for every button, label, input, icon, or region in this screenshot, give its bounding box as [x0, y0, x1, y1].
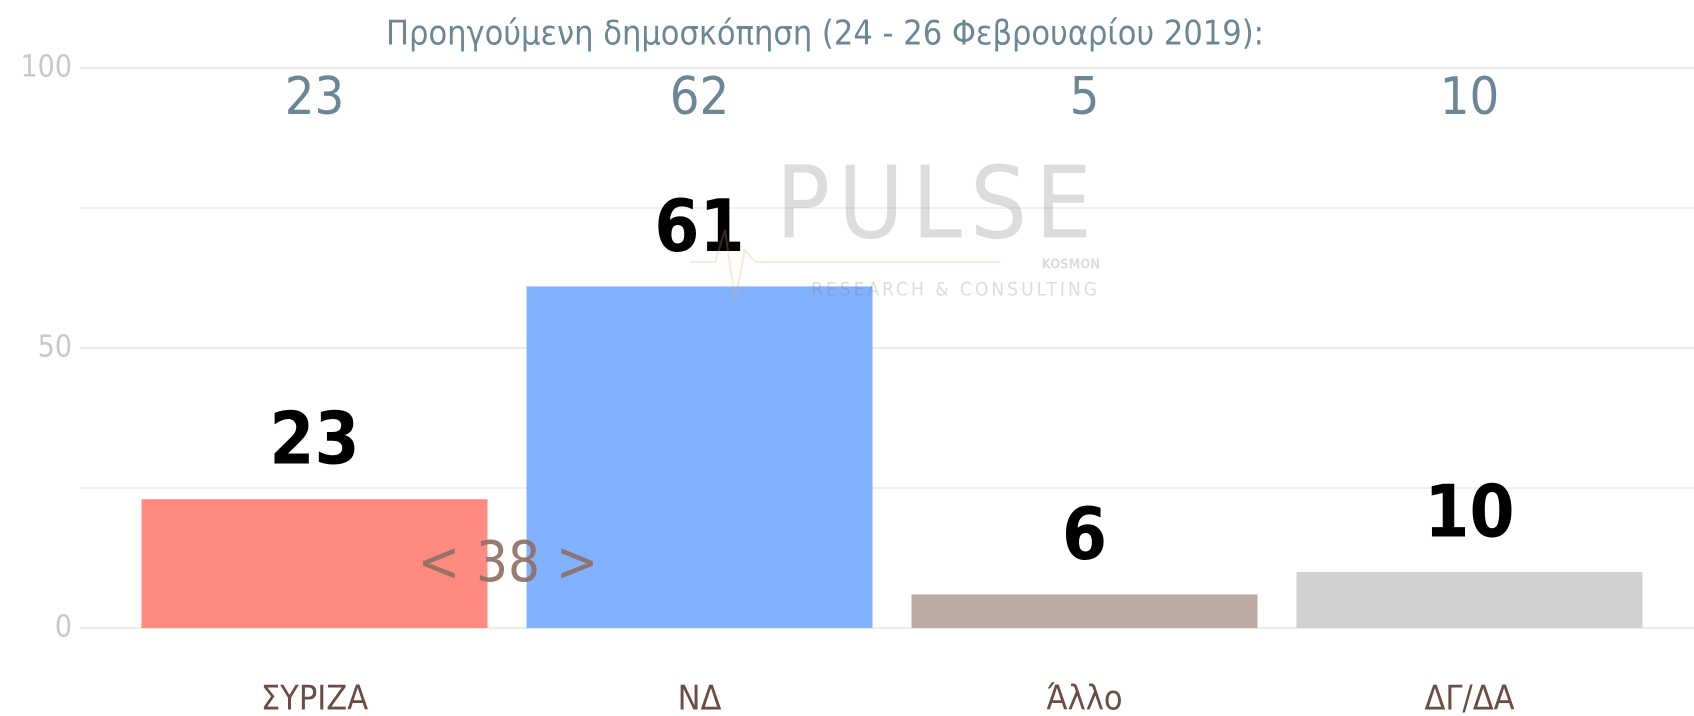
- chart-subtitle: Προηγούμενη δημοσκόπηση (24 - 26 Φεβρουα…: [386, 14, 1264, 54]
- bar: [1296, 572, 1643, 628]
- y-tick-label: 100: [20, 50, 72, 85]
- x-tick-label: ΔΓ/ΔΑ: [1424, 679, 1514, 716]
- previous-value: 23: [285, 67, 345, 127]
- y-tick-label: 0: [55, 610, 72, 645]
- previous-value: 10: [1440, 67, 1500, 127]
- value-label: 61: [654, 184, 744, 268]
- value-label: 23: [269, 397, 359, 481]
- watermark-tagline: RESEARCH & CONSULTING: [811, 279, 1100, 301]
- x-tick-label: ΣΥΡΙΖΑ: [261, 679, 368, 716]
- watermark-partner: KOSMON: [1042, 258, 1100, 273]
- value-label: 6: [1062, 492, 1107, 576]
- value-label: 10: [1424, 470, 1514, 554]
- annotation: < 38 >: [418, 530, 599, 595]
- watermark-pulse: [690, 229, 1000, 301]
- x-tick-label: ΝΔ: [678, 679, 722, 716]
- previous-value: 62: [670, 67, 730, 127]
- watermark: PULSE KOSMON RESEARCH & CONSULTING: [690, 144, 1100, 301]
- bar: [141, 499, 488, 628]
- bar: [526, 286, 873, 628]
- previous-value: 5: [1070, 67, 1100, 127]
- watermark-brand: PULSE: [776, 144, 1100, 261]
- y-tick-label: 50: [38, 330, 72, 365]
- bar: [911, 594, 1258, 628]
- x-tick-label: Άλλο: [1046, 679, 1122, 716]
